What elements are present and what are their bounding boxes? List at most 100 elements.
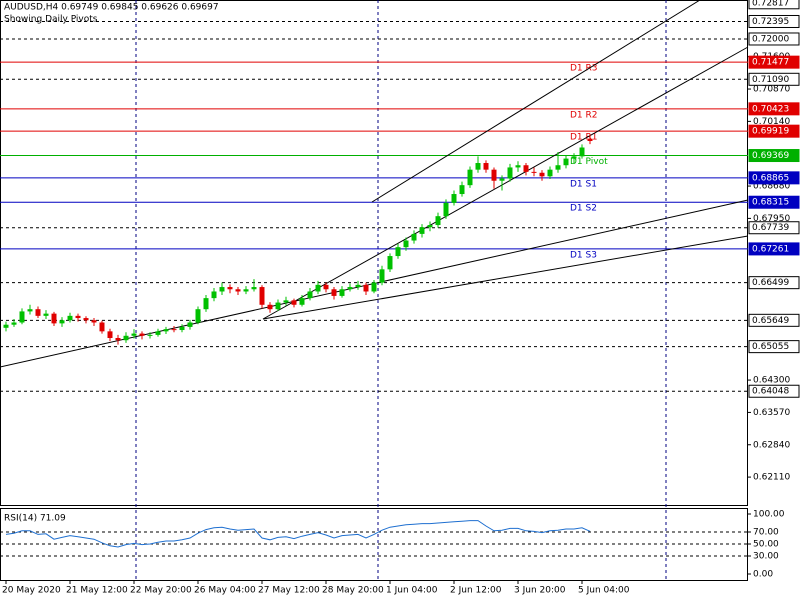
rsi-tick-label: 0.00 [753,570,773,580]
candle-body [139,333,145,336]
candle-body [219,287,225,292]
candle-body [315,284,321,292]
y-tick-label: 0.62110 [753,473,790,483]
level-label: 0.68865 [752,173,789,183]
candle-body [171,329,177,331]
candle-body [163,329,169,332]
period-separators [135,0,667,580]
candle-body [275,302,281,310]
candle-body [403,240,409,248]
rsi-line [5,520,591,548]
rsi-label: RSI(14) 71.09 [4,514,66,524]
level-box [748,55,800,69]
x-tick-label: 2 Jun 12:00 [450,586,502,596]
candle-body [459,185,465,195]
rsi-tick-label: 70.00 [753,528,779,538]
level-label: 0.64048 [752,387,789,397]
x-tick-label: 22 May 20:00 [130,586,192,596]
y-tick-label: 0.67950 [753,214,790,224]
candle-body [179,326,185,331]
level-box [748,149,800,163]
candle-body [147,334,153,336]
candle-body [235,289,241,292]
x-tick-label: 27 May 12:00 [258,586,320,596]
candle-body [523,165,529,172]
candle-body [491,169,497,181]
x-tick-label: 21 May 12:00 [66,586,128,596]
main-frame [0,0,748,506]
chart-subtitle: Showing Daily Pivots [4,15,98,25]
candle-body [411,233,417,241]
candle-body [43,313,49,316]
y-tick-label: 0.62840 [753,440,790,450]
x-tick-label: 28 May 20:00 [322,586,384,596]
level-label: 0.65055 [752,342,789,352]
x-tick-label: 26 May 04:00 [194,586,256,596]
y-tick-label: 0.70870 [753,85,790,95]
rsi-tick-label: 100.00 [753,510,785,520]
rsi-tick-label: 50.00 [753,540,779,550]
candle-body [395,247,401,257]
rsi-tick-label: 30.00 [753,552,779,562]
level-label: 0.69919 [752,127,789,137]
candle-body [563,158,569,166]
level-label: 0.68315 [752,198,789,208]
candle-body [11,322,17,325]
candle-body [579,147,585,157]
candle-body [507,167,513,179]
level-label: 0.71477 [752,58,789,68]
y-tick-label: 0.63570 [753,408,790,418]
level-box [748,0,800,10]
y-tick-label: 0.70140 [753,117,790,127]
candle-body [131,333,137,336]
level-label: 0.72395 [752,17,789,27]
candle-body [539,172,545,177]
candle-body [211,291,217,299]
level-label: 0.69369 [752,151,789,161]
candle-body [363,284,369,292]
candle-body [371,282,377,292]
candle-body [323,284,329,290]
candle-body [267,304,273,310]
level-box [748,14,800,28]
candle-body [555,165,561,170]
level-label: 0.67739 [752,223,789,233]
x-tick-label: 20 May 2020 [2,586,61,596]
candle-body [283,300,289,303]
candle-body [27,309,33,312]
candle-body [443,202,449,217]
candle-body [99,322,105,332]
candles [3,134,593,345]
candle-body [355,284,361,288]
candle-body [483,163,489,170]
x-tick-label: 1 Jun 04:00 [386,586,438,596]
pivot-name: D1 Pivot [570,157,608,167]
candle-body [243,289,249,292]
candle-body [307,291,313,299]
pivot-name: D1 S3 [570,250,597,260]
candle-body [19,311,25,323]
candle-body [107,331,113,338]
level-label: 0.65649 [752,316,789,326]
pivot-name: D1 S2 [570,204,597,214]
level-box [748,221,800,235]
candle-body [123,335,129,341]
candle-body [547,169,553,177]
level-label: 0.71090 [752,75,789,85]
level-label: 0.72817 [752,0,789,8]
candle-body [259,287,265,305]
candle-body [115,337,121,341]
level-box [748,72,800,86]
pivot-name: D1 R1 [570,133,598,143]
candle-body [419,227,425,234]
pivot-name: D1 R3 [570,64,598,74]
candle-body [67,315,73,321]
level-label: 0.67261 [752,244,789,254]
level-box [748,276,800,290]
candle-body [571,156,577,159]
candle-body [451,194,457,203]
level-box [748,340,800,354]
level-box [748,384,800,398]
